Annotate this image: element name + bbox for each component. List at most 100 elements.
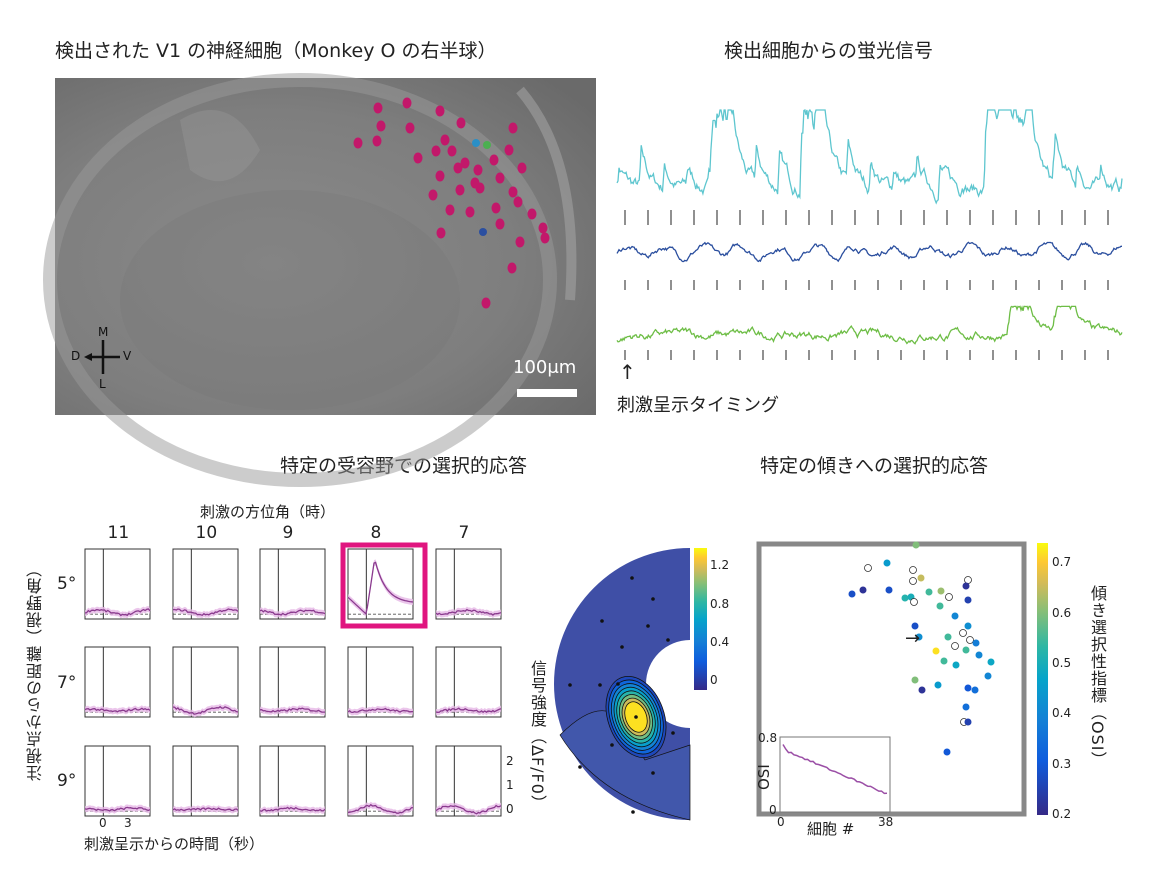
detected-cells bbox=[353, 97, 550, 309]
trace-cell-blue bbox=[616, 241, 1122, 263]
cell-roi bbox=[491, 202, 501, 214]
compass-icon bbox=[84, 340, 120, 374]
stimulus-position-dot bbox=[630, 576, 634, 580]
inset-y-tick-0: 0 bbox=[769, 803, 777, 817]
cell-roi bbox=[453, 162, 463, 174]
panel-7°-11 bbox=[84, 646, 151, 718]
response-trace bbox=[259, 806, 326, 812]
response-trace bbox=[435, 804, 502, 815]
x-tick-3: 3 bbox=[124, 816, 132, 830]
cell-point bbox=[952, 661, 960, 669]
response-trace bbox=[84, 608, 151, 617]
compass-v: V bbox=[123, 349, 132, 363]
stimulus-position-dot bbox=[666, 638, 670, 642]
cell-roi bbox=[481, 297, 491, 309]
response-trace bbox=[347, 707, 414, 714]
cell-point-unselective bbox=[945, 593, 953, 601]
cell-point bbox=[964, 596, 972, 604]
cell-roi bbox=[527, 208, 537, 220]
cell-point bbox=[940, 657, 948, 665]
col-label-10: 10 bbox=[195, 523, 218, 543]
panel-9°-8 bbox=[347, 745, 414, 817]
osi-colorbar-label: 傾き選択性指標（OSI） bbox=[1088, 585, 1107, 769]
microscope-image bbox=[43, 73, 596, 487]
stimulus-position-dot bbox=[598, 683, 602, 687]
cell-point bbox=[883, 559, 891, 567]
response-trace bbox=[172, 807, 239, 812]
neurons-title: 検出された V1 の神経細胞（Monkey O の右半球） bbox=[55, 40, 497, 62]
highlight-cell-arrow: → bbox=[905, 628, 921, 649]
cell-point bbox=[901, 594, 909, 602]
cell-point-unselective bbox=[966, 636, 974, 644]
cell-roi bbox=[515, 236, 525, 248]
cell-point bbox=[987, 658, 995, 666]
cell-roi bbox=[435, 170, 445, 182]
cell-roi bbox=[455, 184, 465, 196]
stimulus-position-dot bbox=[651, 771, 655, 775]
cell-point bbox=[937, 587, 945, 595]
cell-point bbox=[944, 633, 952, 641]
response-trace bbox=[259, 707, 325, 713]
cell-point-unselective bbox=[951, 642, 959, 650]
stimulus-position-dot bbox=[620, 645, 624, 649]
panel-9°-11 bbox=[84, 745, 151, 817]
cell-point bbox=[911, 676, 919, 684]
cell-roi bbox=[373, 102, 383, 114]
y-tick-2: 2 bbox=[506, 754, 514, 768]
col-label-7: 7 bbox=[458, 523, 470, 543]
cell-roi bbox=[507, 262, 517, 274]
osi-tick-0.5: 0.5 bbox=[1052, 655, 1072, 670]
cell-roi bbox=[470, 177, 480, 189]
fluorescence-traces bbox=[616, 108, 1123, 360]
panel-7°-7 bbox=[435, 646, 502, 718]
cell-point bbox=[915, 633, 923, 641]
osi-tick-0.2: 0.2 bbox=[1052, 807, 1072, 821]
y-tick-1: 1 bbox=[506, 778, 514, 792]
cell-point bbox=[962, 703, 970, 711]
cell-roi-green bbox=[483, 141, 491, 149]
cell-point-unselective bbox=[910, 598, 918, 606]
cell-point bbox=[932, 647, 940, 655]
cell-roi bbox=[538, 222, 548, 234]
polar-tick-0.8: 0.8 bbox=[710, 597, 730, 611]
cell-roi bbox=[440, 134, 450, 146]
inset-xlabel: 細胞 # bbox=[807, 820, 855, 838]
y-tick-0: 0 bbox=[506, 802, 514, 816]
scale-bar-label: 100μm bbox=[513, 357, 577, 378]
inset-x-tick-38: 38 bbox=[878, 815, 894, 829]
cell-point bbox=[975, 651, 983, 659]
panel-7°-8 bbox=[347, 646, 414, 718]
trace-cell-cyan bbox=[616, 108, 1123, 205]
panel-5°-7 bbox=[435, 548, 502, 620]
osi-tick-0.3: 0.3 bbox=[1052, 756, 1072, 771]
inset-y-tick-0.8: 0.8 bbox=[758, 731, 778, 745]
cell-point bbox=[885, 586, 893, 594]
osi-tick-0.6: 0.6 bbox=[1052, 605, 1072, 620]
scale-bar bbox=[517, 389, 577, 397]
osi-tick-0.7: 0.7 bbox=[1052, 555, 1072, 570]
cell-point-unselective bbox=[864, 564, 872, 572]
stimulus-position-dot bbox=[646, 624, 650, 628]
cell-point-unselective bbox=[959, 629, 967, 637]
cell-roi bbox=[465, 206, 475, 218]
cell-point-unselective bbox=[909, 577, 917, 585]
row-label-7: 7° bbox=[57, 673, 77, 693]
cell-roi bbox=[372, 135, 382, 147]
cell-roi bbox=[456, 117, 466, 129]
cell-roi bbox=[431, 145, 441, 157]
panel-9°-7 bbox=[435, 745, 502, 817]
panel-7°-10 bbox=[172, 646, 239, 718]
cell-point bbox=[971, 686, 979, 694]
osi-tick-0.4: 0.4 bbox=[1052, 706, 1072, 721]
polar-tick-0: 0 bbox=[710, 673, 718, 687]
cell-point bbox=[962, 582, 970, 590]
stimulus-position-dot bbox=[671, 731, 675, 735]
stimulus-position-dot bbox=[568, 683, 572, 687]
cell-roi bbox=[376, 120, 386, 132]
response-trace bbox=[435, 608, 502, 616]
cell-roi-blue bbox=[479, 228, 487, 236]
col-label-8: 8 bbox=[370, 523, 382, 543]
stimulus-position-dot bbox=[600, 619, 604, 623]
signal-strength-label: 信号強度（ΔF/F0） bbox=[528, 660, 547, 812]
